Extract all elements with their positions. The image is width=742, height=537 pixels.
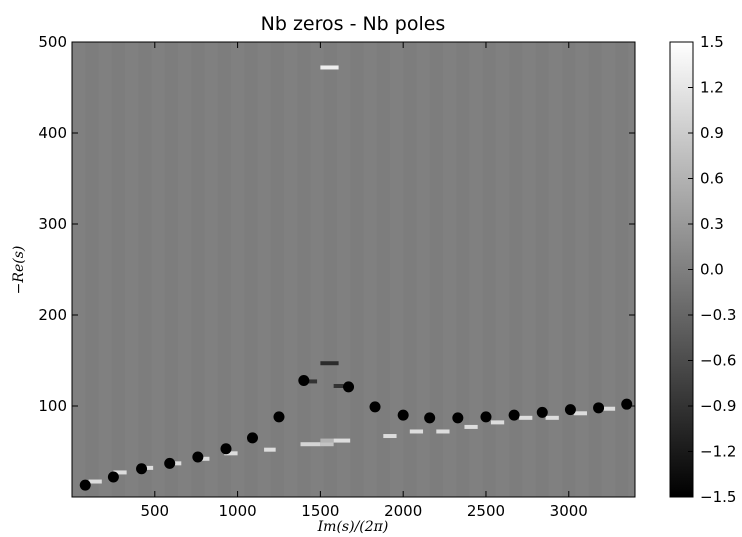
data-point — [397, 409, 409, 421]
colorbar-tick-label: 0.9 — [700, 124, 724, 142]
heatmap-column — [297, 42, 310, 497]
y-tick-label: 300 — [38, 215, 67, 233]
data-point — [452, 412, 464, 424]
data-point — [79, 479, 91, 491]
heatmap-cell — [88, 479, 102, 484]
heatmap-column — [191, 42, 204, 497]
heatmap-background — [72, 42, 635, 497]
x-tick-label: 2000 — [384, 502, 422, 520]
colorbar-ticks: 1.5 1.2 0.9 0.6 0.3 0.0 −0.3 −0.6 −0.9 −1.2 −1.5 — [688, 33, 736, 506]
heatmap-column — [589, 42, 602, 497]
heatmap-cell — [409, 429, 424, 434]
heatmap-column — [138, 42, 151, 497]
data-point — [564, 404, 576, 416]
x-axis: 500 1000 1500 2000 2500 3000 — [140, 42, 588, 520]
heatmap-cell — [320, 438, 334, 443]
heatmap-cell — [490, 420, 505, 425]
data-point — [220, 443, 232, 455]
data-point — [107, 471, 119, 483]
colorbar-tick-label: 0.3 — [700, 215, 724, 233]
heatmap-column — [218, 42, 231, 497]
heatmap-cell — [383, 434, 397, 439]
x-tick-label: 1500 — [301, 502, 339, 520]
colorbar-tick-label: −0.6 — [700, 352, 736, 370]
colorbar-tick-label: 1.5 — [700, 33, 724, 51]
heatmap-column — [324, 42, 337, 497]
heatmap-column — [244, 42, 257, 497]
heatmap-column — [483, 42, 496, 497]
heatmap-column-shading — [85, 42, 628, 497]
heatmap-cell — [300, 442, 321, 447]
y-tick-label: 400 — [38, 124, 67, 142]
y-tick-label: 500 — [38, 33, 67, 51]
data-point — [192, 451, 204, 463]
heatmap-column — [112, 42, 125, 497]
heatmap-column — [350, 42, 363, 497]
heatmap-cell — [264, 447, 276, 452]
heatmap-cell — [320, 361, 339, 366]
data-point — [508, 409, 520, 421]
heatmap-column — [271, 42, 284, 497]
heatmap-column — [615, 42, 628, 497]
colorbar: 1.5 1.2 0.9 0.6 0.3 0.0 −0.3 −0.6 −0.9 −1.2 −1.5 — [669, 33, 736, 506]
heatmap-cell — [320, 65, 339, 70]
data-point — [593, 402, 605, 414]
heatmap-column — [85, 42, 98, 497]
data-points — [79, 375, 633, 491]
x-axis-label: Im(s)/(2π) — [317, 519, 389, 535]
data-point — [136, 463, 148, 475]
heatmap-cell — [519, 415, 533, 420]
x-tick-label: 500 — [140, 502, 169, 520]
heatmap-column — [509, 42, 522, 497]
heatmap-column — [536, 42, 549, 497]
heatmap-column — [562, 42, 575, 497]
data-point — [369, 401, 381, 413]
data-point — [246, 432, 258, 444]
data-point — [480, 411, 492, 423]
data-point — [424, 412, 436, 424]
heatmap-cell — [224, 451, 238, 456]
y-tick-label: 100 — [38, 397, 67, 415]
data-point — [273, 411, 285, 423]
colorbar-tick-label: −1.5 — [700, 488, 736, 506]
heatmap-column — [403, 42, 416, 497]
plot-area: 500 1000 1500 2000 2500 3000 100 200 300 400 500 — [38, 33, 636, 520]
heatmap-cell — [305, 379, 318, 384]
heatmap-cell — [436, 429, 450, 434]
heatmap-cell — [320, 442, 334, 447]
data-point — [621, 398, 633, 410]
data-point — [343, 381, 355, 393]
colorbar-tick-label: 0.6 — [700, 170, 724, 188]
plot-frame — [71, 41, 636, 498]
heatmap-column — [377, 42, 390, 497]
y-axis-label: −Re(s) — [11, 246, 27, 295]
data-point — [298, 375, 310, 387]
y-tick-label: 200 — [38, 306, 67, 324]
data-point — [164, 457, 176, 469]
colorbar-tick-label: −1.2 — [700, 443, 736, 461]
colorbar-tick-label: −0.3 — [700, 306, 736, 324]
heatmap-cell — [333, 438, 351, 443]
heatmap-cell — [573, 411, 587, 416]
heatmap-cell — [113, 470, 127, 475]
colorbar-tick-label: 0.0 — [700, 261, 724, 279]
heatmap-cell — [545, 415, 559, 420]
heatmap-column — [165, 42, 178, 497]
x-tick-label: 2500 — [467, 502, 505, 520]
x-tick-label: 1000 — [218, 502, 256, 520]
chart-title: Nb zeros - Nb poles — [261, 13, 446, 35]
heatmap-cell — [601, 406, 616, 411]
heatmap-cell — [464, 424, 478, 429]
heatmap-column — [430, 42, 443, 497]
colorbar-tick-label: −0.9 — [700, 397, 736, 415]
heatmap-cell — [333, 383, 344, 388]
colorbar-tick-label: 1.2 — [700, 79, 724, 97]
x-tick-label: 3000 — [550, 502, 588, 520]
data-point — [536, 406, 548, 418]
y-axis: 100 200 300 400 500 — [38, 33, 635, 415]
